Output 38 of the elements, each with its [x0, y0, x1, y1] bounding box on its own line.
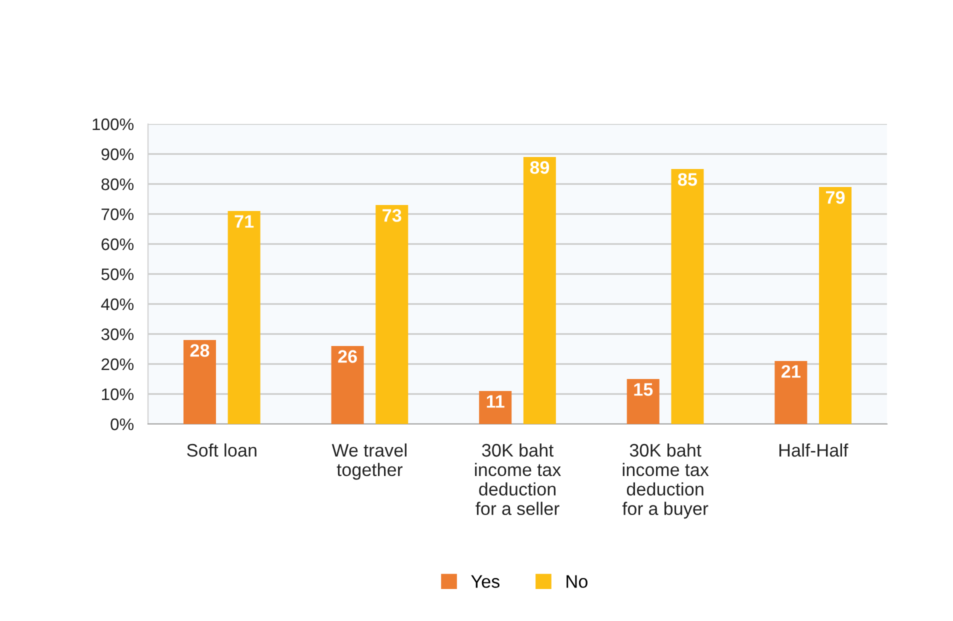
x-tick-label: Soft loan — [187, 443, 256, 457]
data-label: 11 — [486, 395, 504, 408]
x-tick-label: 30K baht income tax deduction for a buyer — [622, 443, 709, 519]
y-tick-label: 30% — [101, 328, 134, 340]
y-tick-label: 40% — [101, 298, 134, 310]
data-label: 73 — [382, 209, 402, 222]
y-tick-label: 0% — [110, 418, 134, 430]
y-tick-label: 90% — [102, 148, 134, 160]
bar — [228, 211, 260, 424]
x-tick-label: We travel together — [332, 443, 406, 480]
x-tick-label: 30K baht income tax deduction for a seller — [475, 443, 561, 516]
legend-label: Yes — [471, 575, 500, 588]
data-label: 79 — [826, 191, 845, 204]
bar — [671, 169, 704, 424]
bar — [523, 157, 556, 424]
data-label: 26 — [338, 350, 357, 363]
y-tick-label: 50% — [101, 268, 134, 280]
bar — [479, 391, 512, 424]
y-tick-label: 80% — [101, 178, 134, 190]
bar — [183, 340, 216, 424]
data-label: 15 — [634, 383, 653, 396]
bar — [376, 205, 408, 424]
legend-label: No — [566, 575, 588, 588]
bar — [819, 187, 852, 424]
data-label: 89 — [530, 161, 550, 174]
data-label: 21 — [782, 365, 800, 378]
y-tick-label: 60% — [102, 238, 134, 250]
bar — [331, 346, 364, 424]
x-tick-label: Half-Half — [779, 443, 848, 457]
y-tick-label: 100% — [92, 118, 134, 130]
data-label: 71 — [234, 215, 254, 228]
bar — [774, 361, 808, 424]
y-tick-label: 20% — [102, 358, 134, 370]
data-label: 85 — [678, 173, 698, 186]
y-tick-label: 70% — [102, 208, 134, 220]
bar — [626, 379, 660, 424]
y-tick-label: 10% — [102, 388, 134, 400]
data-label: 28 — [190, 344, 210, 357]
